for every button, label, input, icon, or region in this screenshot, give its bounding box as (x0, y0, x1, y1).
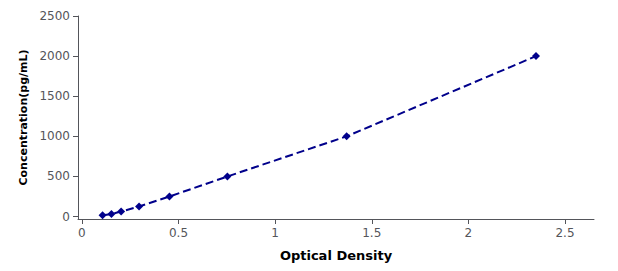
svg-text:2500: 2500 (39, 9, 70, 23)
svg-text:Optical Density: Optical Density (280, 248, 393, 263)
svg-text:500: 500 (47, 169, 70, 183)
svg-text:0: 0 (62, 210, 70, 224)
svg-text:0: 0 (78, 226, 86, 240)
svg-text:2000: 2000 (39, 49, 70, 63)
svg-text:2.5: 2.5 (555, 226, 574, 240)
svg-text:1500: 1500 (39, 89, 70, 103)
svg-text:Concentration(pg/mL): Concentration(pg/mL) (17, 49, 30, 185)
svg-text:1.5: 1.5 (362, 226, 381, 240)
svg-text:2: 2 (465, 226, 473, 240)
svg-text:1000: 1000 (39, 129, 70, 143)
svg-text:0.5: 0.5 (169, 226, 188, 240)
svg-text:1: 1 (271, 226, 279, 240)
